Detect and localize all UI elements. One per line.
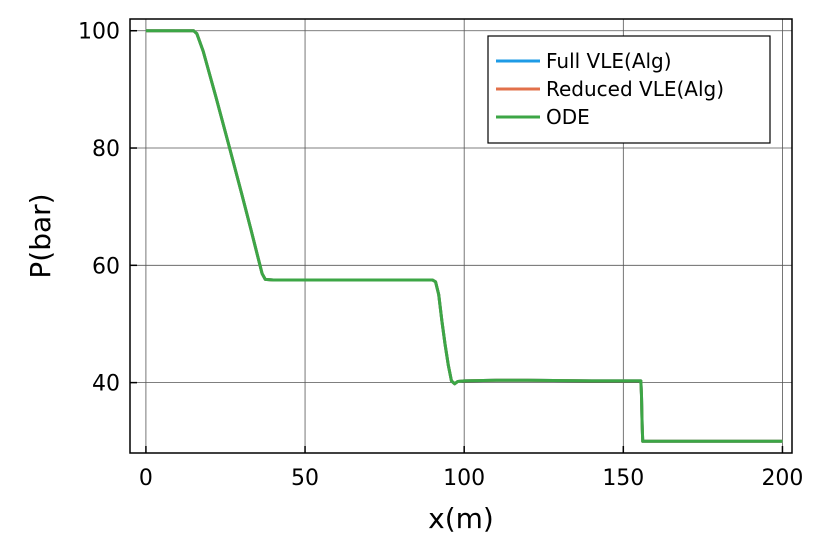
legend: Full VLE(Alg) Reduced VLE(Alg) ODE: [487, 35, 771, 144]
axis-ticks: 0 50 100 150 200 40 60 80 100: [78, 20, 803, 491]
x-tick-label: 200: [761, 466, 803, 491]
y-tick-label: 40: [92, 372, 120, 397]
legend-entry-label: Reduced VLE(Alg): [546, 77, 724, 101]
y-tick-label: 60: [92, 254, 120, 279]
x-tick-label: 150: [602, 466, 644, 491]
x-tick-label: 100: [443, 466, 485, 491]
y-tick-label: 100: [78, 20, 120, 45]
series-lines: [145, 29, 783, 443]
legend-entry-label: Full VLE(Alg): [546, 49, 672, 73]
x-tick-label: 0: [139, 466, 153, 491]
y-tick-label: 80: [92, 137, 120, 162]
y-axis-label: P(bar): [24, 193, 57, 278]
plot-frame: [129, 18, 793, 454]
series-line-2: [145, 29, 783, 443]
legend-entry-label: ODE: [546, 105, 590, 129]
x-tick-label: 50: [291, 466, 319, 491]
x-axis-label: x(m): [428, 502, 494, 535]
